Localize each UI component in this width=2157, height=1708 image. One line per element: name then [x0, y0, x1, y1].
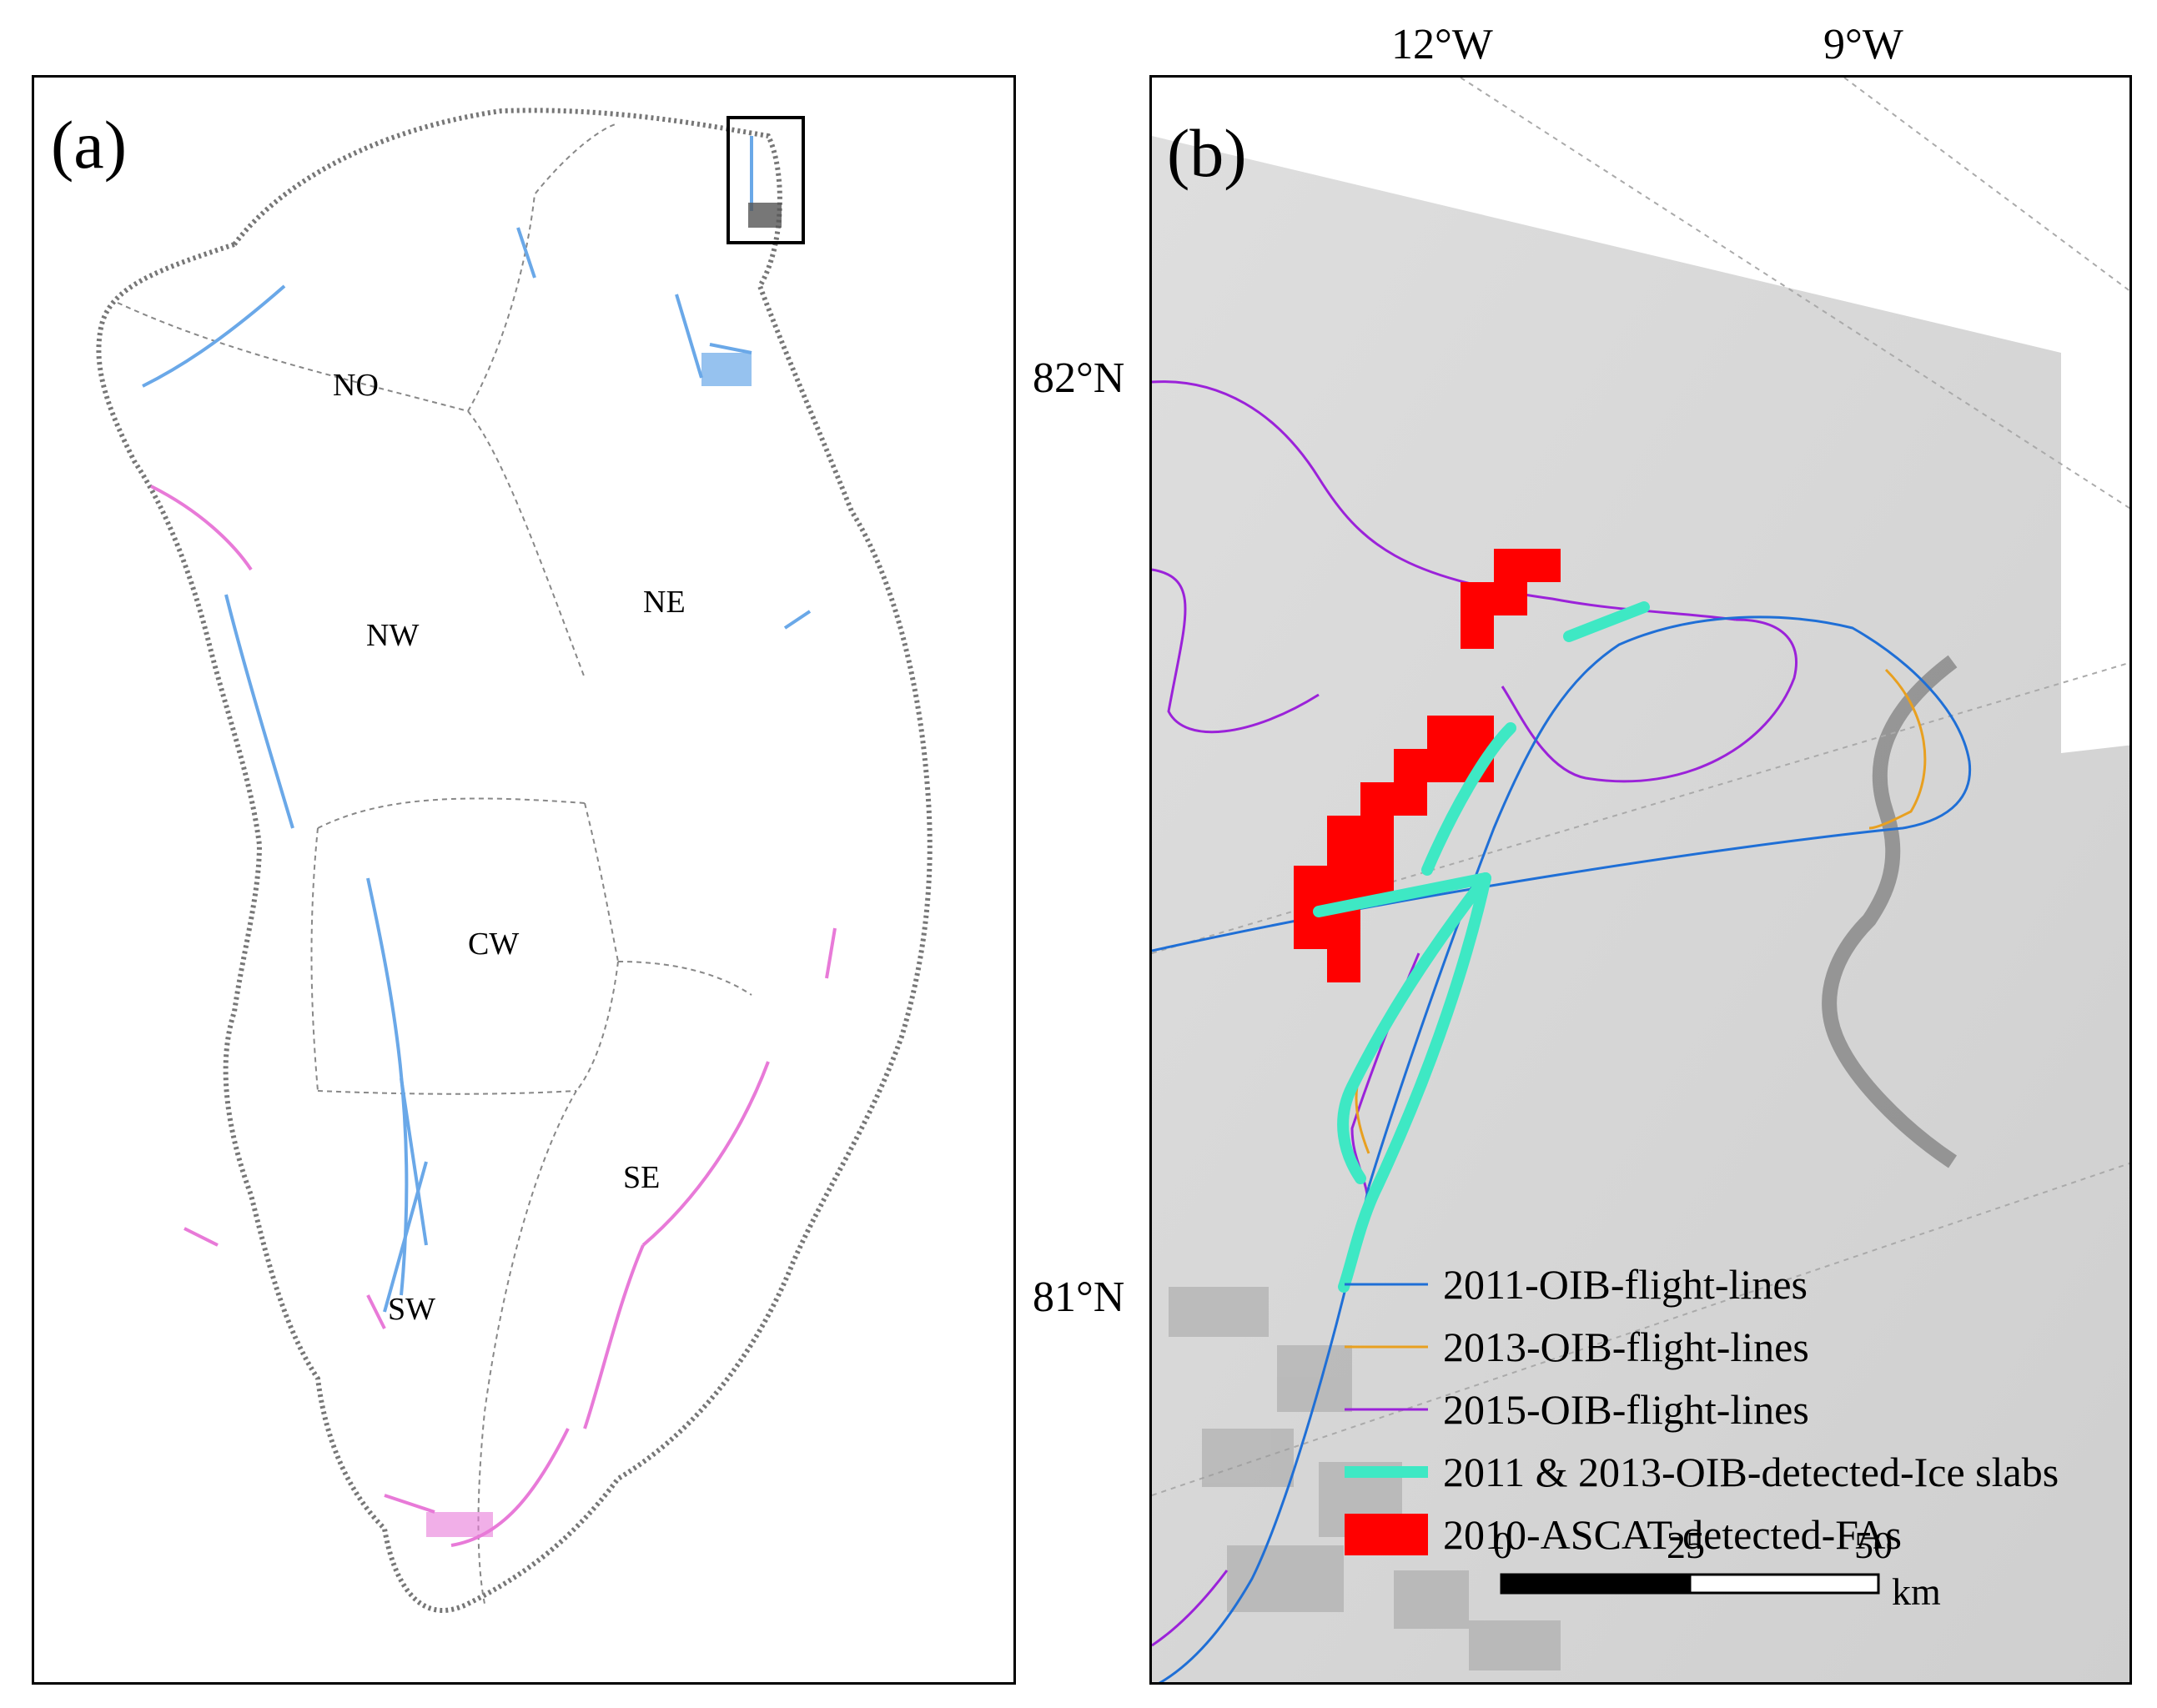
- legend-label-2011-flight: 2011-OIB-flight-lines: [1443, 1261, 1808, 1308]
- lon-label-9w: 9°W: [1823, 21, 1903, 68]
- shelf-edge: [1822, 655, 1958, 1168]
- scale-bar-graphic: [1500, 1573, 1880, 1595]
- legend-label-ice-slabs: 2011 & 2013-OIB-detected-Ice slabs: [1443, 1449, 2059, 1495]
- legend-row-ice-slabs: 2011 & 2013-OIB-detected-Ice slabs: [1345, 1447, 2095, 1497]
- legend-line-ice-slabs: [1345, 1466, 1428, 1478]
- lon-label-12w: 12°W: [1391, 21, 1493, 68]
- legend-row-ascat-fas: 2010-ASCAT-detected-FAs: [1345, 1510, 2095, 1560]
- legend-line-2011: [1345, 1283, 1428, 1286]
- region-label-sw: SW: [388, 1292, 435, 1327]
- legend-label-2015-flight: 2015-OIB-flight-lines: [1443, 1386, 1809, 1433]
- inset-map-svg: [1152, 78, 2129, 1682]
- scale-tick-25: 25: [1667, 1524, 1705, 1566]
- scale-tick-50: 50: [1854, 1524, 1893, 1566]
- flight-lines-2011: [1152, 615, 1972, 1682]
- region-label-ne: NE: [643, 585, 686, 620]
- lat-label-81n: 81°N: [1033, 1273, 1125, 1321]
- pink-ice-slab-traces: [150, 485, 837, 1547]
- blue-ice-slab-traces: [142, 136, 812, 1313]
- legend-label-2013-flight: 2013-OIB-flight-lines: [1443, 1324, 1809, 1370]
- legend-row-2015-flight: 2015-OIB-flight-lines: [1345, 1384, 2095, 1434]
- panel-a-label: (a): [51, 107, 128, 183]
- lat-label-82n: 82°N: [1033, 354, 1125, 402]
- region-label-cw: CW: [468, 927, 520, 962]
- blue-slab-cluster: [701, 353, 752, 386]
- panel-b-label: (b): [1167, 115, 1247, 191]
- legend-label-ascat-fas: 2010-ASCAT-detected-FAs: [1443, 1511, 1902, 1558]
- ascat-detected-fas: [1294, 549, 1561, 982]
- region-label-no: NO: [333, 368, 379, 403]
- legend-row-2011-flight: 2011-OIB-flight-lines: [1345, 1259, 2095, 1309]
- legend-line-2013: [1345, 1345, 1428, 1349]
- drainage-divides: [117, 123, 752, 1605]
- inset-extent-box: [727, 116, 805, 244]
- hillshade-extent: [1152, 136, 2129, 1682]
- panel-a-greenland-map: (a) NO NE NW CW SE SW: [32, 75, 1016, 1685]
- legend-row-2013-flight: 2013-OIB-flight-lines: [1345, 1322, 2095, 1372]
- scale-unit: km: [1892, 1570, 1941, 1613]
- detected-ice-slabs: [1313, 601, 1650, 1293]
- pink-slab-cluster: [426, 1512, 493, 1537]
- legend-line-2015: [1345, 1408, 1428, 1411]
- region-label-nw: NW: [366, 618, 420, 653]
- greenland-coastline: [96, 108, 933, 1613]
- legend-swatch-ascat: [1345, 1514, 1428, 1555]
- scale-tick-0: 0: [1493, 1524, 1512, 1566]
- region-label-se: SE: [623, 1160, 661, 1195]
- panel-b-inset-map: (b): [1149, 75, 2132, 1685]
- inset-area-coast: [748, 203, 782, 228]
- greenland-outline-svg: [96, 108, 933, 1613]
